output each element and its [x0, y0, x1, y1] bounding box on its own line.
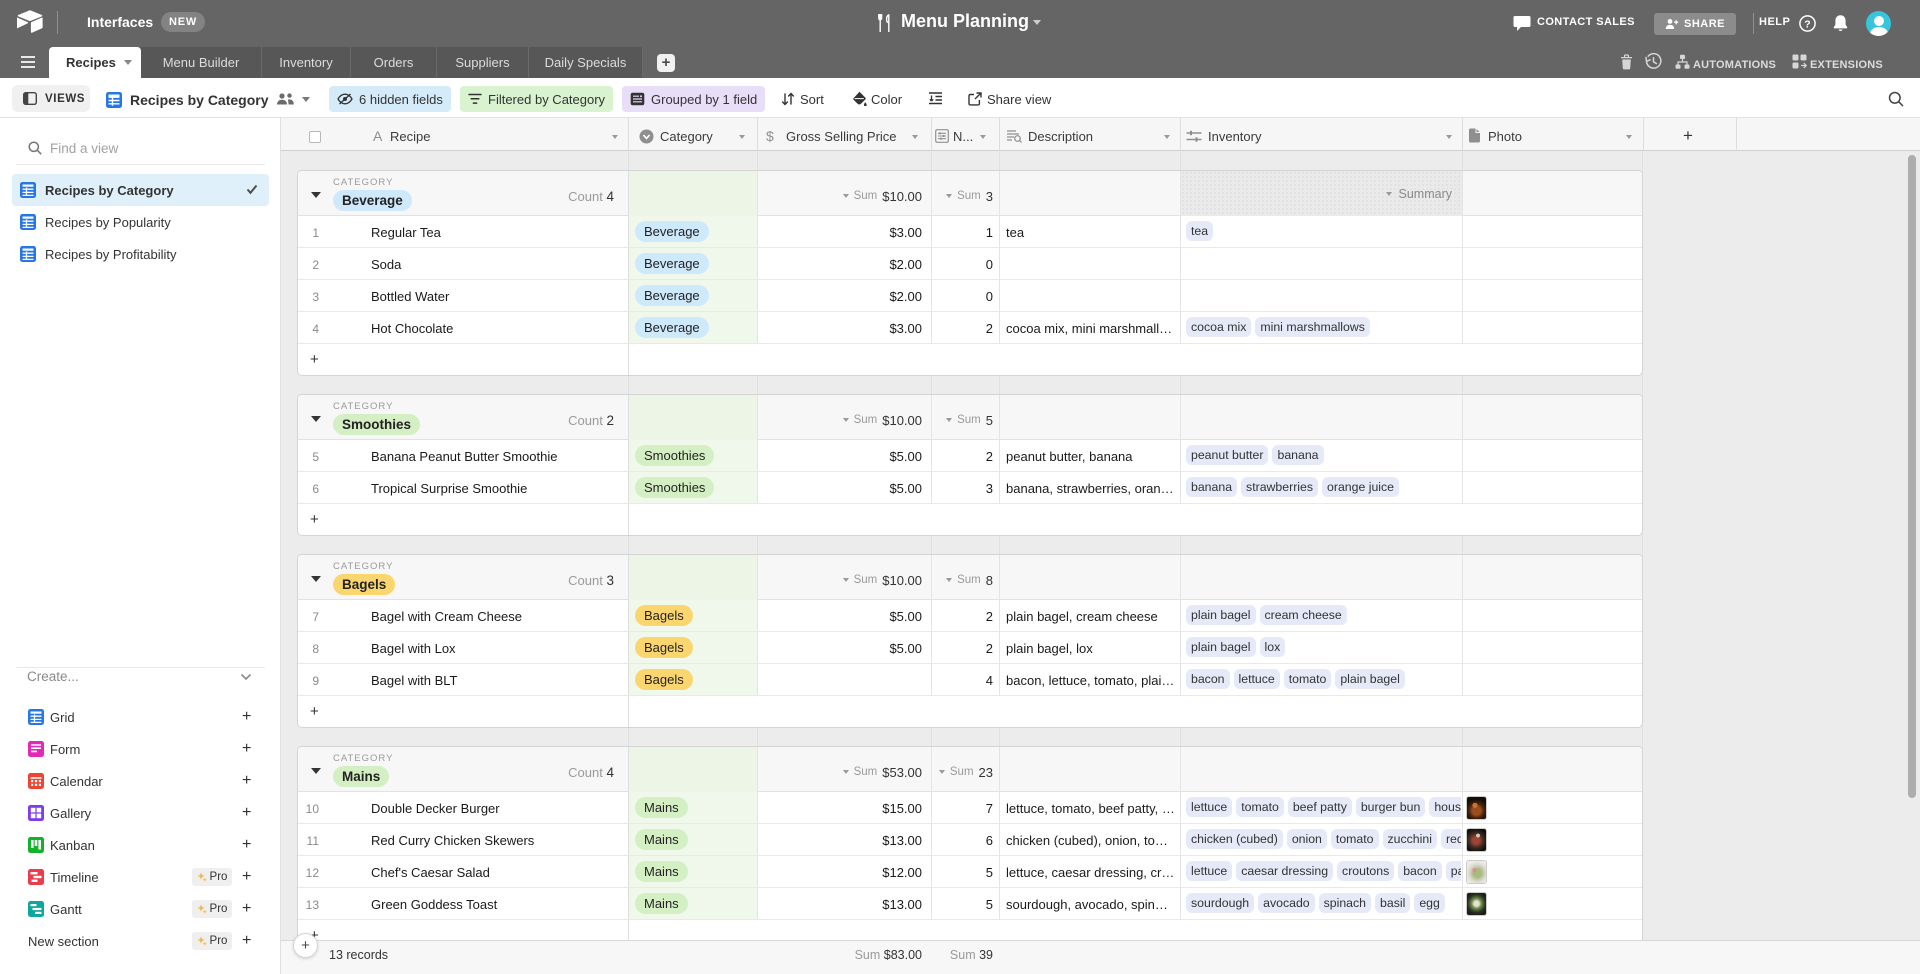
svg-text:?: ? — [1804, 18, 1810, 30]
